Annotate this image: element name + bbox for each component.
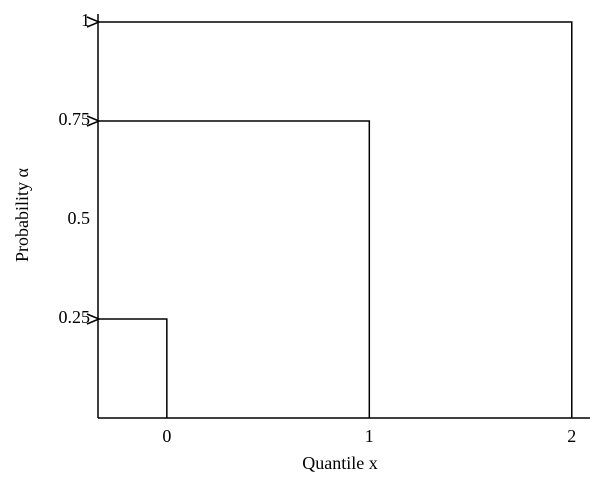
x-axis-title: Quantile x [302, 453, 377, 473]
quantile-arrow [99, 121, 371, 418]
quantile-arrow [99, 319, 168, 418]
y-axis-title: Probability α [12, 167, 32, 261]
x-tick-label: 2 [567, 426, 576, 446]
y-tick-label: 1 [81, 10, 90, 30]
x-tick-label: 0 [162, 426, 171, 446]
y-tick-label: 0.5 [68, 208, 91, 228]
y-tick-label: 0.25 [59, 307, 91, 327]
quantile-arrow [99, 22, 573, 418]
y-tick-label: 0.75 [59, 109, 91, 129]
x-tick-label: 1 [365, 426, 374, 446]
